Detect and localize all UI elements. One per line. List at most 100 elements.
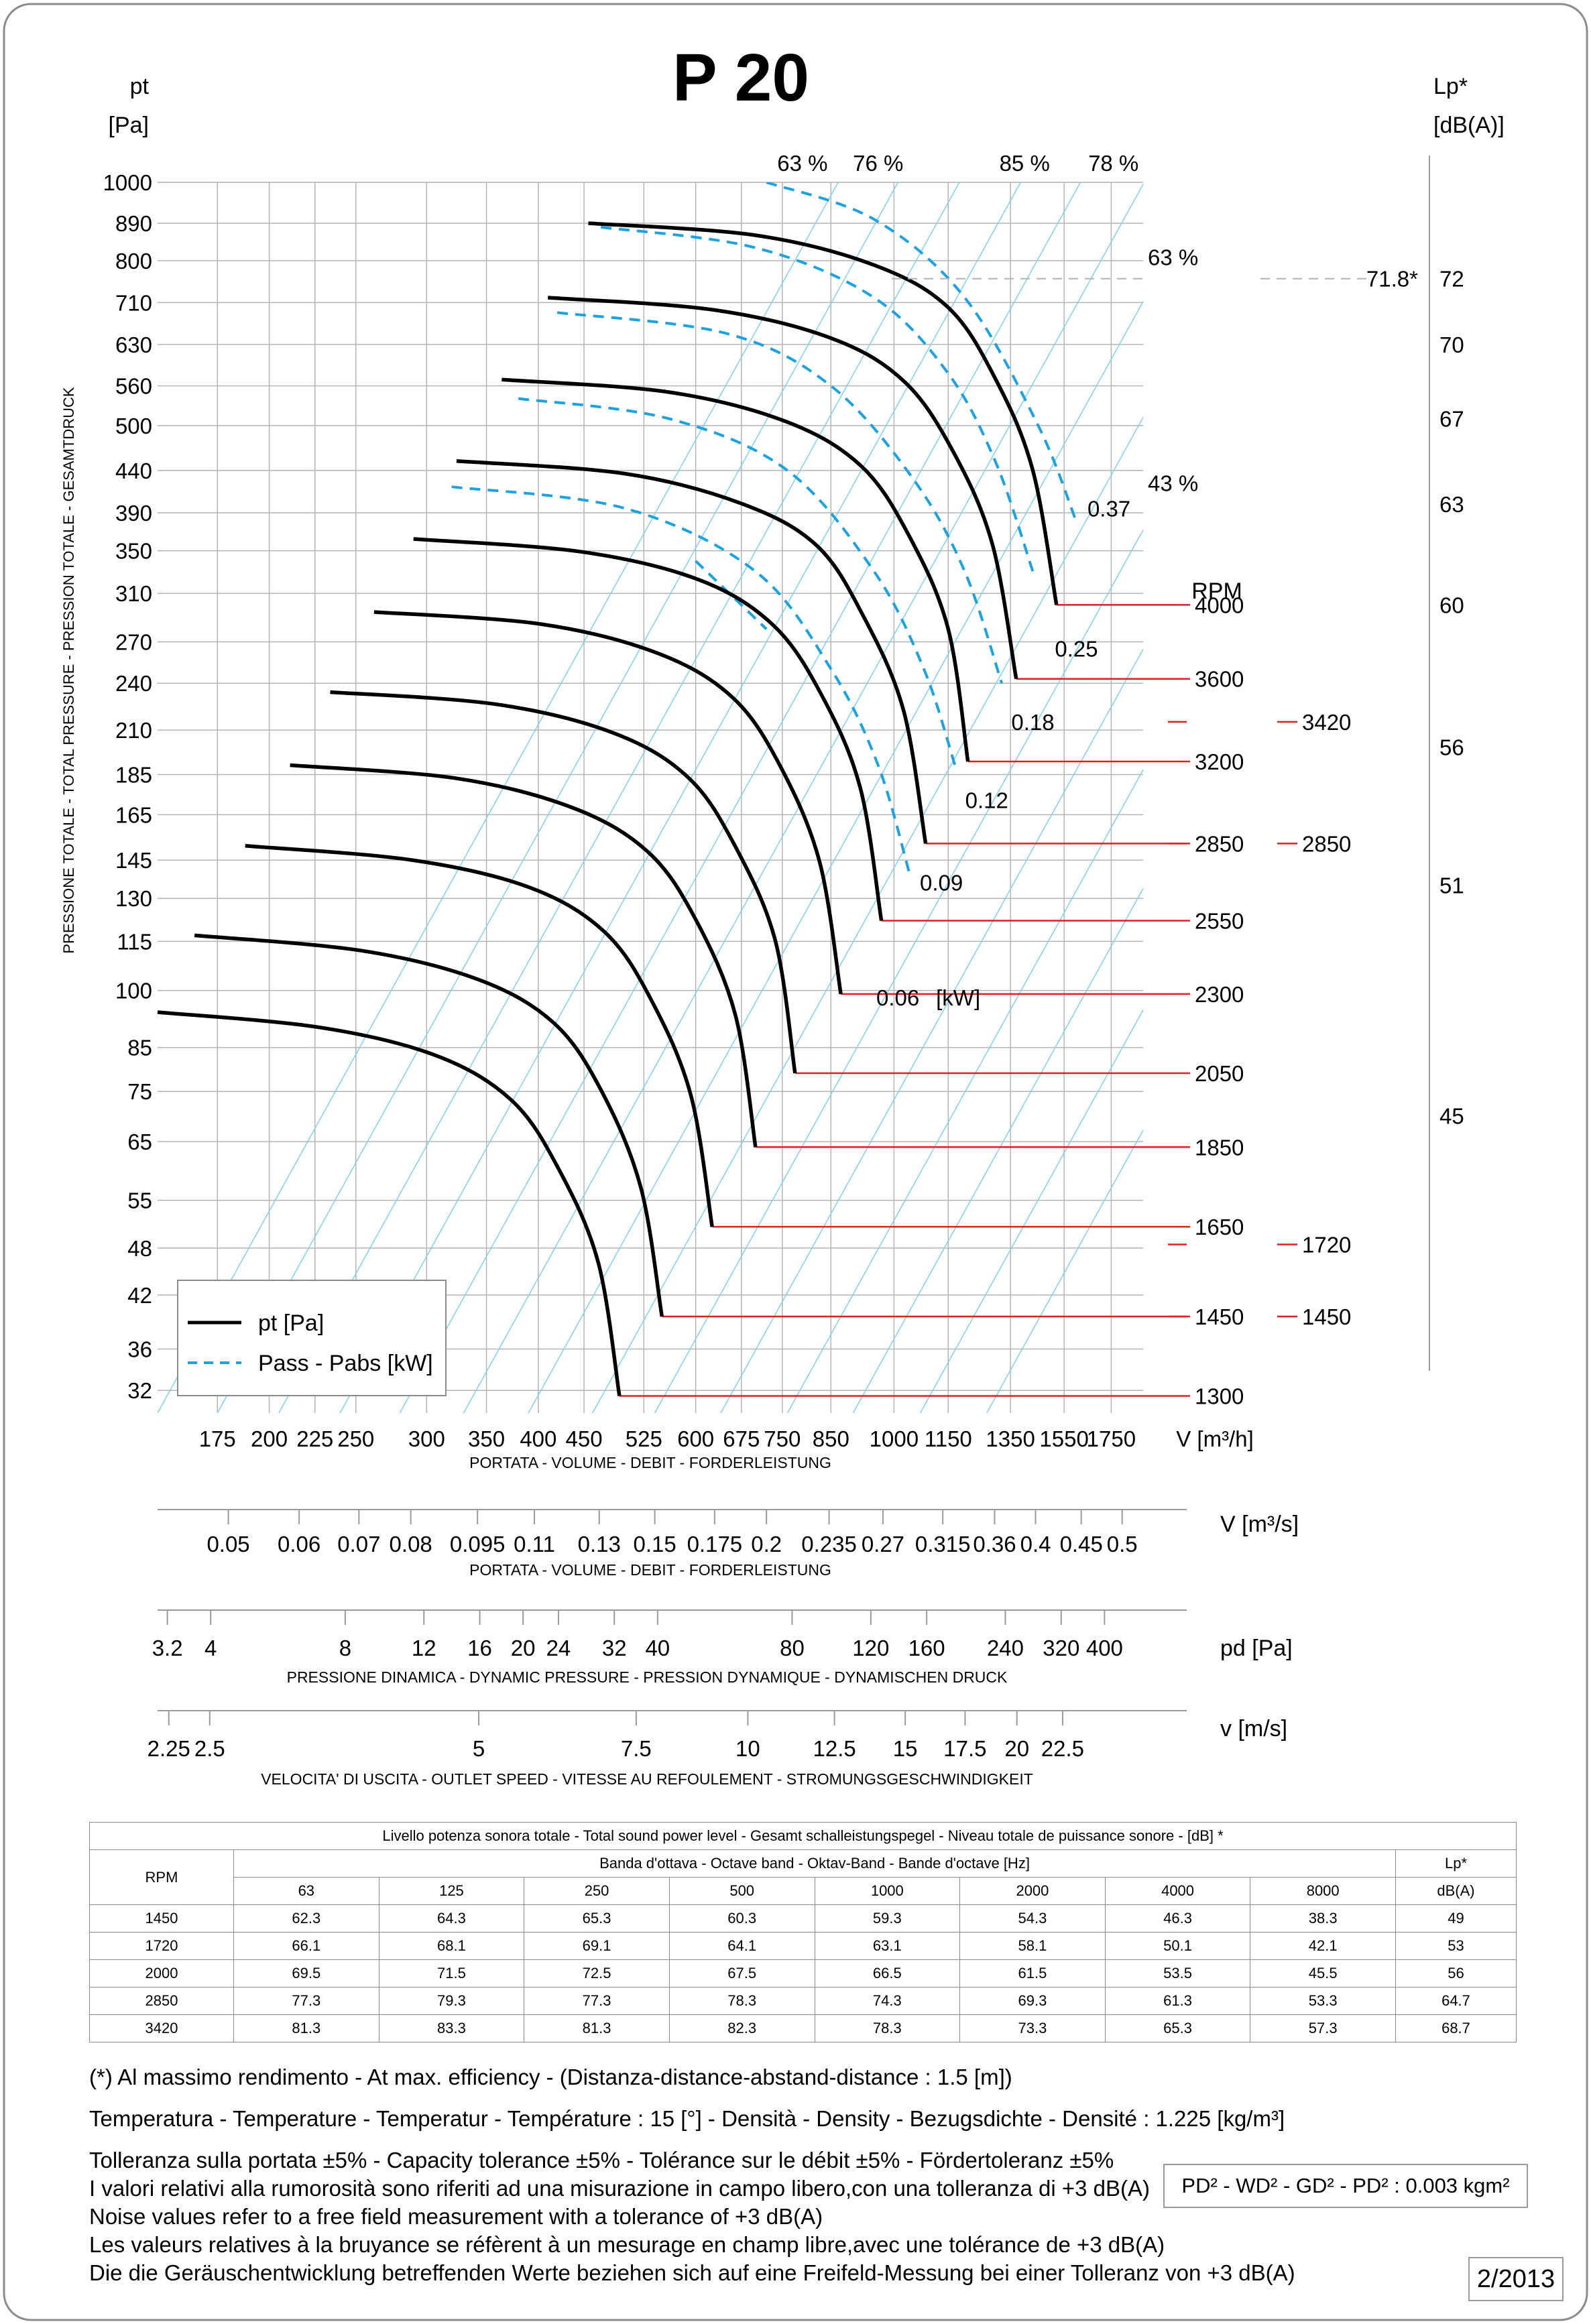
rpm-label: 3600 [1195,667,1244,692]
table-row: 1720 66.1 68.1 69.1 64.1 63.1 58.1 50.1 42.1 53 [89,1932,1517,1960]
rpm-cell: 1450 [89,1904,234,1933]
x-tick-label: 1000 [870,1426,919,1451]
pd-scale-tick-label: 240 [987,1636,1024,1660]
pd-scale-tick-label: 80 [780,1636,805,1660]
pd-scale-tick-label: 320 [1043,1636,1079,1660]
level-cell: 65.3 [1104,2014,1251,2042]
y-tick-label: 210 [115,718,152,743]
rpm-label: 2300 [1195,982,1244,1007]
power-label: 0.09 [920,871,963,896]
lp-tick-label: 70 [1439,332,1464,357]
level-cell: 72.5 [524,1959,670,1987]
sound-table-title: Livello potenza sonora totale - Total so… [89,1822,1517,1850]
level-cell: 71.5 [378,1959,525,1987]
level-cell: 73.3 [959,2014,1106,2042]
efficiency-line [217,182,899,1413]
rpm-cell: 2850 [89,1987,234,2015]
lp-tick-label: 51 [1439,873,1464,898]
power-label: 0.06 [876,985,919,1010]
band-header-cell: 2000 [959,1877,1106,1905]
lp-unit-cell: dB(A) [1395,1877,1517,1905]
y-tick-label: 310 [115,581,152,606]
band-header-cell: 63 [233,1877,379,1905]
v-scale-label: v [m/s] [1220,1716,1287,1741]
lp-tick-label: 56 [1439,735,1464,760]
y-tick-label: 1000 [103,170,152,195]
level-cell: 50.1 [1104,1932,1251,1960]
efficiency-line [852,887,1143,1413]
efficiency-label: 85 % [1000,151,1050,176]
lp-cell: 68.7 [1395,2014,1517,2042]
level-cell: 83.3 [378,2014,525,2042]
performance-chart: 1000 890 800 710 630 560 500 440 390 350 310 270 240… [103,151,1464,1471]
pd-scale-label: pd [Pa] [1220,1636,1293,1661]
pd-scale-tick-label: 400 [1086,1636,1123,1660]
efficiency-label: 78 % [1088,151,1138,176]
y-tick-label: 42 [127,1283,152,1308]
level-cell: 45.5 [1250,1959,1396,1987]
power-label: 0.18 [1011,710,1054,735]
level-cell: 53.3 [1250,1987,1396,2015]
y-tick-label: 185 [115,763,152,788]
left-axis-unit: [Pa] [109,113,149,138]
power-curve [556,311,1003,684]
x-tick-label: 200 [251,1426,288,1451]
level-cell: 77.3 [233,1987,379,2015]
v-scale-tick-label: 7.5 [621,1736,652,1761]
y-tick-label: 65 [127,1129,152,1154]
rpm-label: 1450 [1195,1304,1244,1329]
y-tick-label: 240 [115,671,152,696]
level-cell: 46.3 [1104,1904,1251,1933]
x-tick-label: 1750 [1087,1426,1136,1451]
flow-scale-tick-label: 0.45 [1060,1532,1103,1556]
pressure-curve [413,537,884,921]
v-scale-tick-label: 17.5 [943,1736,986,1761]
lp-tick-label: 60 [1439,593,1464,617]
right-axis-title: Lp* [1433,74,1468,99]
rpm-cell: 3420 [89,2014,234,2042]
flow-scale-tick-label: 0.095 [450,1532,506,1556]
lp-tick-label: 67 [1439,407,1464,432]
y-tick-label: 48 [127,1236,152,1261]
power-curve [695,560,768,630]
flow-scale-tick-label: 0.05 [207,1532,249,1556]
table-row: 2000 69.5 71.5 72.5 67.5 66.5 61.5 53.5 45.5 56 [89,1959,1517,1987]
level-cell: 58.1 [959,1932,1106,1960]
x-tick-label: 300 [408,1426,445,1451]
flow-scale-tick-label: 0.11 [514,1532,555,1556]
sound-table-band-row: 63 125 250 500 1000 2000 4000 8000 dB(A) [90,1877,1517,1905]
x-tick-label: 175 [199,1426,236,1451]
y-tick-label: 270 [115,630,152,655]
x-tick-label: 1150 [925,1426,972,1451]
flow-scale-tick-label: 0.27 [862,1532,904,1556]
level-cell: 65.3 [524,1904,670,1933]
x-tick-label: 450 [566,1426,603,1451]
x-tick-label: 1550 [1039,1426,1088,1451]
pd-scale-tick-label: 40 [645,1636,670,1660]
y-side-label: PRESSIONE TOTALE - TOTAL PRESSURE - PRES… [60,387,77,953]
lp-tick-label: 63 [1439,492,1464,517]
pd-scale-tick-label: 160 [908,1636,945,1660]
level-cell: 67.5 [668,1959,815,1987]
legend-box [177,1280,447,1396]
efficiency-label: 43 % [1148,471,1198,495]
y-tick-label: 85 [127,1036,152,1060]
rpm-label: 2550 [1195,908,1244,933]
efficiency-line [158,182,839,1413]
efficiency-line [720,648,1143,1413]
efficiency-line [592,416,1143,1413]
efficiency-label: 76 % [853,151,903,176]
power-label: 0.25 [1055,636,1098,661]
level-cell: 82.3 [668,2014,815,2042]
pressure-curve [373,610,843,995]
lp-cell: 56 [1395,1959,1517,1987]
pressure-curve [588,221,1059,605]
y-tick-label: 350 [115,539,152,564]
y-tick-label: 115 [117,929,152,954]
level-cell: 38.3 [1250,1904,1396,1933]
y-tick-label: 710 [115,290,152,315]
pd-scale-tick-label: 3.2 [152,1636,183,1660]
level-cell: 69.3 [959,1987,1106,2015]
level-cell: 66.1 [233,1932,379,1960]
efficiency-line [528,300,1143,1413]
